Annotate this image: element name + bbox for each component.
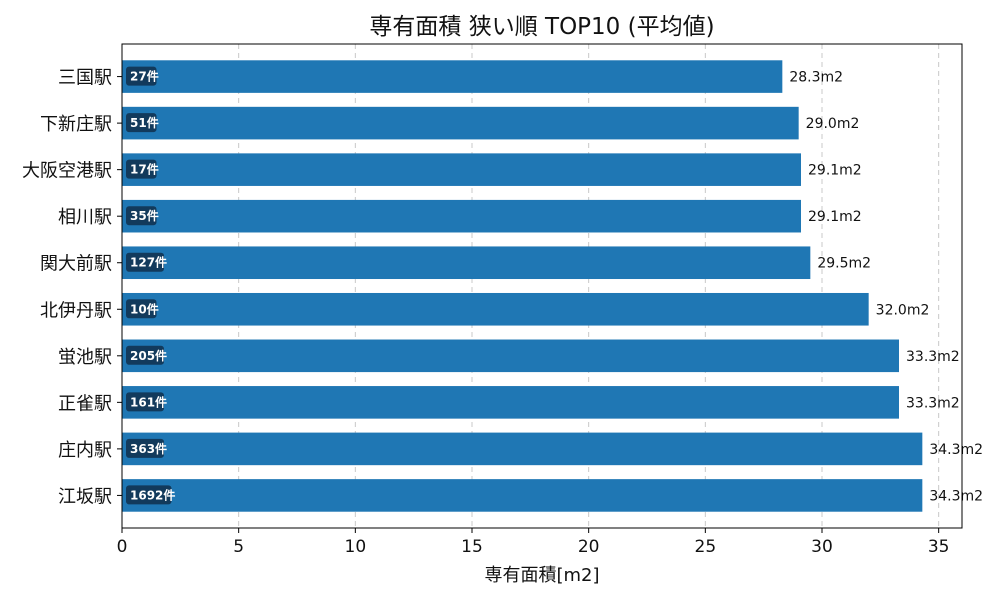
bars: 28.3m2 27件 29.0m2 51件 29.1m2 17件 29.1m2 35件 29.5… [122, 60, 983, 512]
x-tick-label: 10 [345, 537, 367, 557]
y-tick-label: 江坂駅 [58, 486, 112, 507]
y-tick-label: 北伊丹駅 [40, 300, 112, 321]
value-label: 33.3m2 [906, 395, 960, 411]
bar [122, 60, 783, 93]
bar [122, 479, 923, 512]
count-label: 10件 [130, 301, 159, 316]
y-tick-label: 蛍池駅 [58, 347, 112, 368]
y-tick-label: 大阪空港駅 [22, 161, 112, 182]
bar [122, 106, 799, 140]
count-label: 51件 [130, 115, 159, 130]
count-badge [126, 392, 164, 412]
count-badge [126, 252, 164, 272]
bar [122, 386, 899, 419]
x-tick-label: 30 [811, 537, 833, 557]
plot-frame [121, 43, 963, 529]
value-label: 29.1m2 [808, 209, 862, 225]
bar [122, 246, 811, 280]
count-badge [126, 159, 157, 179]
count-label: 35件 [130, 208, 159, 223]
bar [122, 432, 923, 466]
value-label: 29.5m2 [817, 256, 871, 272]
count-badge [126, 438, 164, 458]
value-label: 29.0m2 [806, 116, 860, 132]
count-label: 161件 [130, 394, 167, 409]
x-tick-label: 0 [117, 537, 128, 557]
y-tick-label: 庄内駅 [58, 440, 112, 461]
x-tick-label: 5 [233, 537, 244, 557]
y-tick-label: 下新庄駅 [40, 114, 112, 135]
y-tick-label: 三国駅 [58, 68, 112, 89]
value-label: 34.3m2 [929, 442, 983, 458]
value-label: 29.1m2 [808, 163, 862, 179]
count-badge [126, 66, 157, 86]
value-label: 34.3m2 [929, 488, 983, 504]
bar [122, 153, 801, 186]
bar [122, 339, 899, 373]
value-label: 32.0m2 [876, 302, 930, 318]
x-tick-label: 15 [461, 537, 483, 557]
count-badge [126, 345, 164, 365]
count-badge [126, 113, 157, 133]
bar [122, 199, 801, 233]
chart-title: 専有面積 狭い順 TOP10 (平均値) [369, 14, 714, 40]
x-axis-label: 専有面積[m2] [484, 565, 599, 586]
bar [122, 292, 869, 326]
value-label: 28.3m2 [789, 70, 843, 86]
x-tick-label: 35 [928, 537, 950, 557]
y-tick-label: 相川駅 [58, 207, 112, 228]
count-badge [126, 206, 157, 226]
x-tick-label: 25 [695, 537, 717, 557]
count-label: 127件 [130, 255, 167, 270]
y-tick-label: 正雀駅 [58, 393, 112, 414]
x-axis: 0 5 10 15 20 25 30 35 [117, 528, 950, 557]
count-label: 1692件 [130, 487, 175, 502]
count-badge [126, 485, 172, 505]
count-label: 27件 [130, 69, 159, 84]
count-label: 363件 [130, 441, 167, 456]
value-label: 33.3m2 [906, 349, 960, 365]
x-tick-label: 20 [578, 537, 600, 557]
count-label: 205件 [130, 348, 167, 363]
count-badge [126, 299, 157, 319]
y-tick-label: 関大前駅 [40, 254, 112, 275]
count-label: 17件 [130, 162, 159, 177]
